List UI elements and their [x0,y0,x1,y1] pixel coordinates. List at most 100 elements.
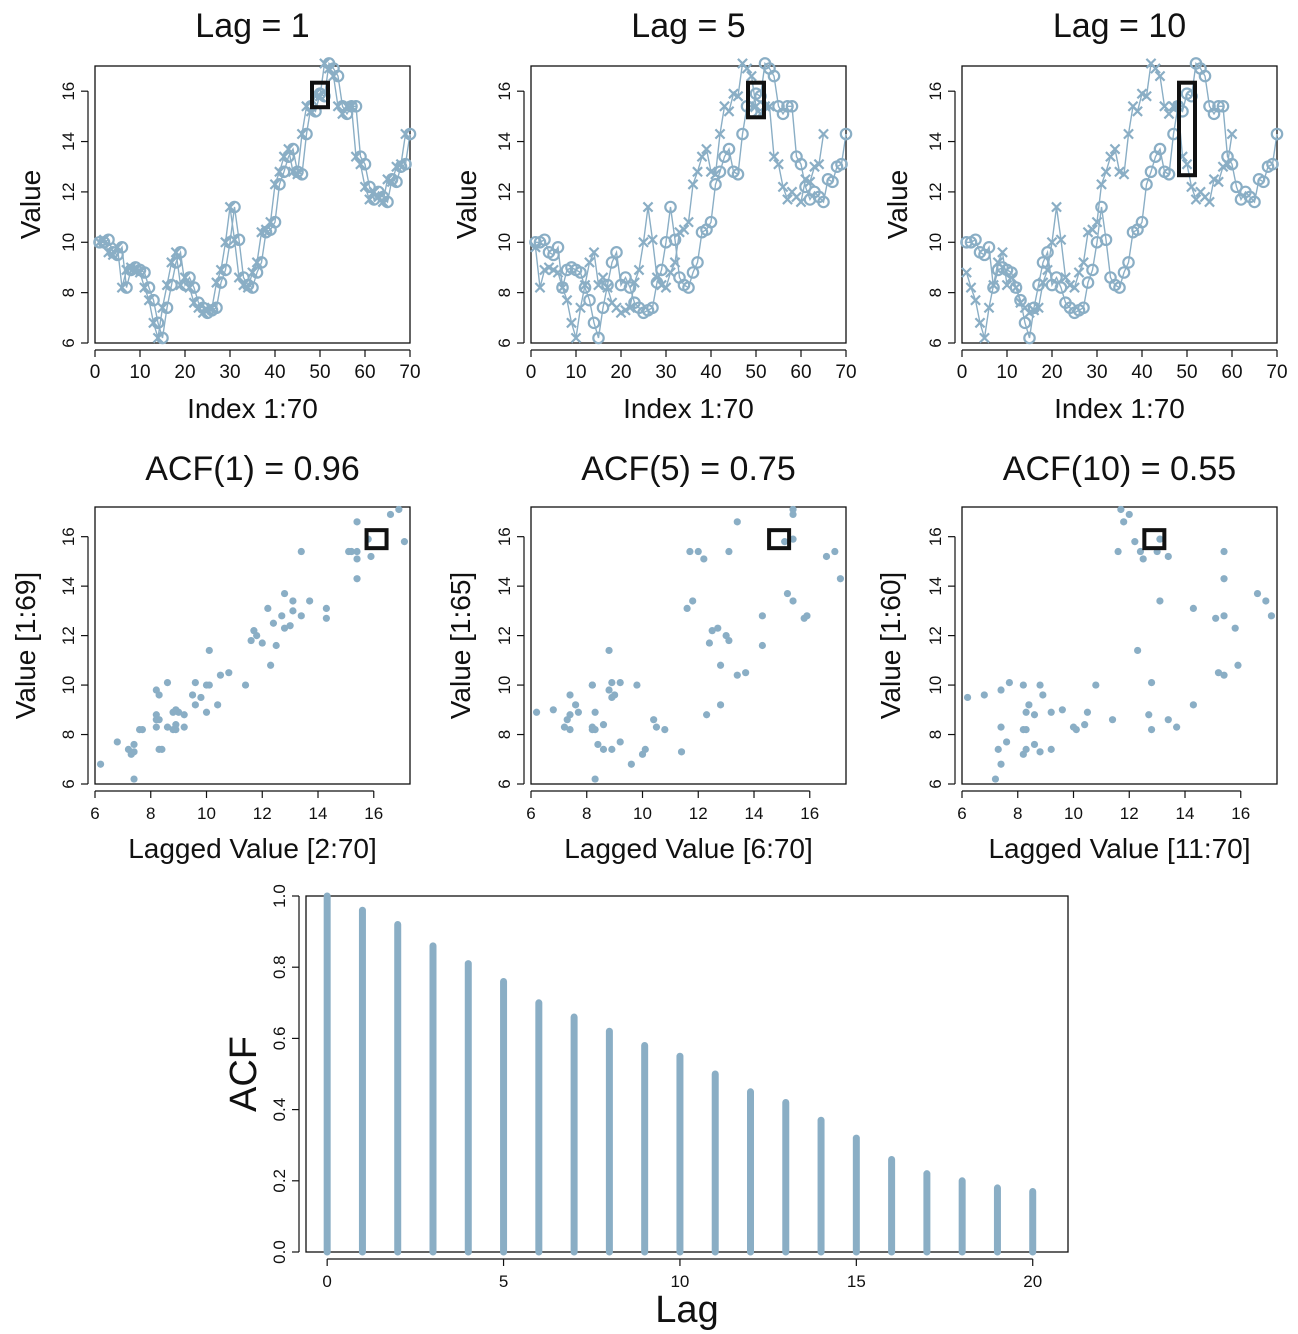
scatter-point [306,597,314,605]
y-tick-label: 12 [59,626,78,645]
series-point-cross [1096,178,1107,190]
x-tick-label: 50 [309,362,330,383]
series-point-cross [107,249,119,261]
y-tick-label: 10 [59,233,78,252]
y-tick-label: 14 [926,132,945,151]
x-tick-label: 30 [655,362,676,383]
series-point-cross [629,277,640,288]
y-tick-label: 6 [495,779,514,788]
series-point-cross [701,143,712,155]
x-tick-label: 8 [582,804,591,823]
series-point-circle [1081,276,1095,289]
x-tick-label: 10 [996,362,1017,383]
series-point-cross [530,241,541,253]
series-point-circle [587,316,601,330]
series-point-circle [682,281,695,294]
scatter-point [608,745,616,753]
scatter-point [280,589,289,598]
scatter-point [1081,721,1089,729]
series-point-cross [346,100,357,112]
series-point-circle [574,266,587,279]
scatter-point [980,691,988,699]
scatter-point [322,614,330,622]
scatter-point [789,597,797,605]
x-tick-label: 0 [322,1272,331,1291]
y-tick-label: 16 [495,527,514,546]
scatter-point [197,693,205,702]
x-tick-label: 50 [1176,362,1197,383]
scatter-point [588,723,596,731]
series-point-cross [328,70,339,82]
scatter-point [205,681,213,689]
series-point-cross [557,282,568,293]
series-point-circle [1270,127,1284,141]
scatter-point [1019,681,1027,689]
scatter-point [963,693,972,702]
series-point-cross [633,264,645,276]
scatter-point [225,669,233,677]
y-axis-label: Value [882,170,913,240]
scatter-point [572,701,580,709]
scatter-point [353,575,361,583]
highlight-box [364,528,389,551]
series-point-circle [799,180,812,194]
scatter-point [650,716,658,724]
series-point-cross [386,176,398,188]
scatter-point [725,636,733,645]
x-tick-label: 16 [364,804,383,823]
scatter-point [705,639,714,647]
scatter-point [113,738,121,746]
series-point-circle [1144,165,1158,179]
scatter-point [605,686,613,694]
x-tick-label: 20 [610,362,631,383]
x-tick-label: 10 [670,1272,689,1291]
scatter-point [1212,614,1220,622]
x-tick-label: 40 [264,362,285,383]
chart-acf-bars: 0 5 10 15 20 0.0 0.2 0.4 0.6 0.8 1.0 Lag ACF [223,884,1069,1331]
scatter-point [130,740,138,749]
series-point-cross [1091,216,1103,228]
scatter-point [1030,711,1039,719]
y-tick-label: 8 [495,730,514,739]
x-tick-label: 70 [1266,362,1287,383]
scatter-point [180,723,188,731]
x-tick-label: 12 [689,804,708,823]
scatter-point [1108,716,1117,724]
x-tick-label: 16 [1231,804,1250,823]
x-tick-label: 10 [129,362,150,383]
y-tick-label: 6 [59,338,78,347]
scatter-point [1262,597,1270,605]
x-axis-label: Index 1:70 [1054,393,1185,424]
scatter-point [400,538,409,546]
series-point-cross [983,302,995,314]
y-tick-label: 6 [926,338,945,347]
scatter-point [1139,555,1147,563]
series-point-cross [1118,168,1130,180]
scatter-point [1058,706,1066,714]
series-point-cross [170,246,182,258]
plot-title: ACF(1) = 0.96 [145,450,359,488]
series-point-cross [211,277,222,288]
series-point-circle [1135,215,1149,229]
scatter-point [280,624,289,632]
x-tick-label: 16 [800,804,819,823]
x-tick-label: 10 [565,362,586,383]
y-tick-label: 14 [495,132,514,151]
series-point-cross [224,201,236,213]
y-tick-label: 12 [926,626,945,645]
scatter-point [532,708,541,716]
y-tick-label: 14 [59,132,78,151]
scatter-point [1156,535,1164,543]
series-point-circle [610,246,623,259]
series-point-cross [278,151,290,163]
x-tick-label: 10 [197,804,216,823]
series-point-cross [795,196,807,208]
series-point-cross [575,302,586,314]
y-tick-label: 14 [926,577,945,596]
y-tick-label: 0.4 [270,1098,289,1122]
series-point-cross [638,236,649,248]
series-point-circle [767,69,781,83]
series-point-circle [1153,142,1167,156]
scatter-point [1019,725,1027,734]
x-tick-label: 0 [526,362,537,383]
